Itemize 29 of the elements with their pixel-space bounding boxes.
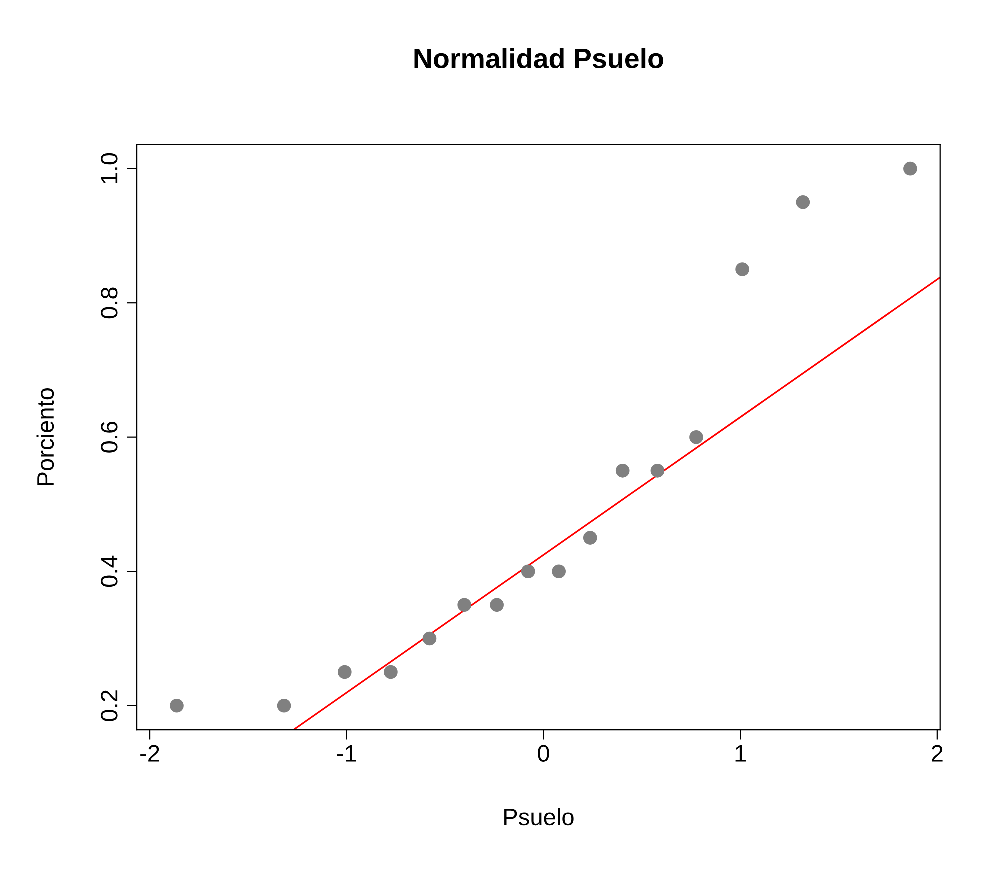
y-tick-label: 0.8	[101, 288, 118, 319]
point	[650, 464, 665, 478]
y-tick-label: 0.6	[101, 422, 118, 453]
point	[690, 430, 704, 444]
point	[552, 564, 566, 579]
x-tick-label: 0	[538, 745, 550, 762]
x-tick-label: 1	[736, 745, 746, 762]
point	[521, 564, 536, 579]
point	[736, 262, 750, 276]
x-axis-title: Psuelo	[504, 808, 574, 826]
point	[616, 464, 630, 478]
y-tick-label: 1.0	[101, 153, 118, 184]
point	[384, 665, 398, 680]
point	[422, 632, 437, 646]
y-axis-title: Porciento	[36, 388, 54, 486]
point	[170, 698, 184, 713]
point	[796, 195, 810, 210]
point	[583, 531, 598, 545]
point	[458, 598, 472, 612]
y-tick-label: 0.4	[101, 556, 118, 588]
y-tick-label: 0.2	[101, 690, 118, 722]
chart-title: Normalidad Psuelo	[414, 48, 664, 69]
x-tick-label: -1	[337, 745, 356, 762]
point	[490, 598, 504, 612]
x-tick-label: -2	[140, 745, 160, 762]
point	[277, 698, 292, 713]
x-tick-label: 2	[932, 745, 943, 762]
point	[904, 162, 918, 176]
point	[338, 665, 352, 680]
